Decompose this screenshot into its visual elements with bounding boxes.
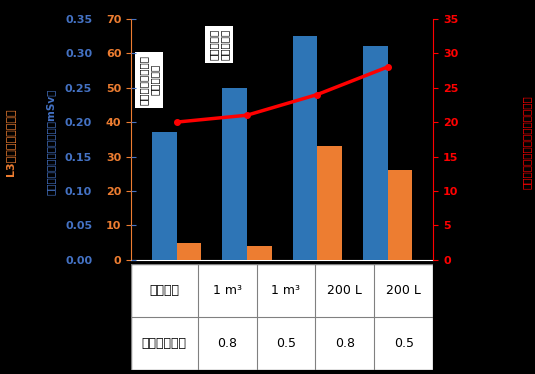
Text: 収納容器: 収納容器 xyxy=(149,284,179,297)
Text: 0.5: 0.5 xyxy=(276,337,296,350)
Text: L3廃棄物収納容器数: L3廃棄物収納容器数 xyxy=(5,108,14,176)
Bar xyxy=(177,243,201,260)
Bar xyxy=(363,46,388,260)
Bar xyxy=(317,146,342,260)
Bar xyxy=(152,132,177,260)
Bar xyxy=(223,88,247,260)
Text: 切り出し係数: 切り出し係数 xyxy=(142,337,187,350)
Text: 200 L: 200 L xyxy=(327,284,362,297)
Bar xyxy=(388,170,412,260)
Text: 作業員被ばく線量
最小ケース: 作業員被ばく線量 最小ケース xyxy=(138,55,160,105)
FancyBboxPatch shape xyxy=(131,264,433,370)
Text: 搜出運搚ステップ数［回／疵地］: 搜出運搚ステップ数［回／疵地］ xyxy=(522,95,532,189)
Text: 収納容器数
最小ケース: 収納容器数 最小ケース xyxy=(209,29,230,60)
Text: 0.8: 0.8 xyxy=(335,337,355,350)
Text: 1 m³: 1 m³ xyxy=(271,284,301,297)
Text: 作業幕の被ばく線量［人・mSv］: 作業幕の被ばく線量［人・mSv］ xyxy=(46,89,56,195)
Text: 0.5: 0.5 xyxy=(394,337,414,350)
Text: 1 m³: 1 m³ xyxy=(212,284,241,297)
Bar xyxy=(247,246,272,260)
Bar xyxy=(293,36,317,260)
Text: 0.8: 0.8 xyxy=(217,337,237,350)
Text: 200 L: 200 L xyxy=(386,284,422,297)
